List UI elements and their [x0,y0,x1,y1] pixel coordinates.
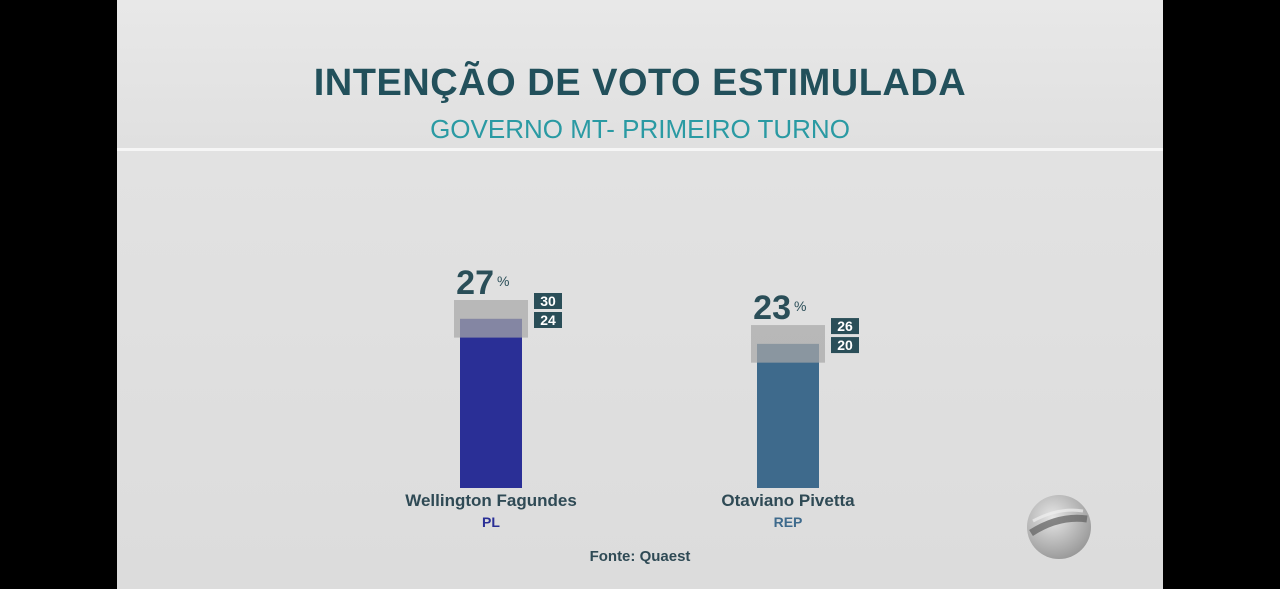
source-note: Fonte: Quaest [589,548,691,565]
lower-bound-label: 24 [540,312,556,328]
lower-bound-box [831,337,859,354]
upper-bound-box [831,318,859,335]
upper-bound-label: 30 [540,293,556,309]
candidate-name-label: Wellington Fagundes [405,491,577,510]
error-band [454,300,528,338]
chart-title: INTENÇÃO DE VOTO ESTIMULADA [313,62,967,104]
lower-bound-label: 20 [837,337,853,353]
upper-bound-label: 26 [837,318,853,334]
header-band [117,0,1163,148]
header-divider [117,148,1163,151]
lower-bound-box [534,312,562,328]
percent-unit-label: % [794,298,806,314]
bar [757,343,819,488]
candidate-name-label: Otaviano Pivetta [721,491,855,510]
percent-unit-label: % [497,273,509,289]
bar-chart: 30 24 27 % Wellington Fagundes PL 26 20 23 % Otavi… [405,264,859,530]
chart-subtitle: GOVERNO MT- PRIMEIRO TURNO [430,114,850,144]
bar [460,318,522,488]
value-label: 23 [753,289,791,327]
upper-bound-box [534,293,562,309]
value-label: 27 [456,264,494,302]
chart-panel: INTENÇÃO DE VOTO ESTIMULADA GOVERNO MT- … [117,0,1163,589]
party-label: REP [774,514,803,530]
party-label: PL [482,514,500,530]
tv-globe-logo-icon [1027,495,1091,559]
error-band [751,325,825,363]
